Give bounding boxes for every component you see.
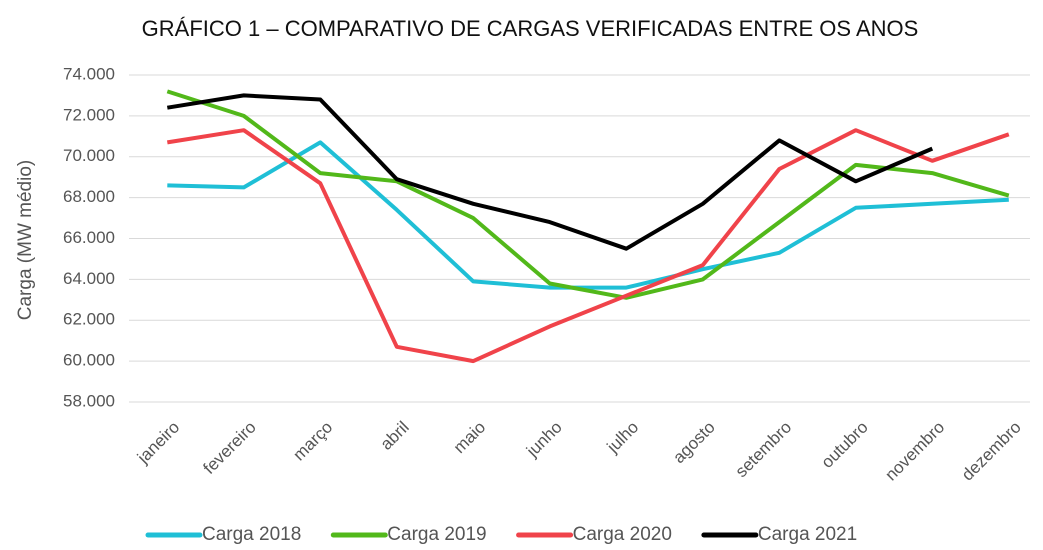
y-tick-label: 62.000 (63, 310, 115, 329)
x-tick-label: março (289, 418, 336, 465)
x-tick-label: novembro (881, 418, 948, 485)
y-tick-label: 74.000 (63, 64, 115, 83)
x-tick-label: maio (450, 418, 489, 457)
legend-label: Carga 2018 (202, 524, 301, 545)
x-tick-label: abril (377, 418, 413, 454)
x-tick-label: outubro (818, 418, 872, 472)
x-tick-label: setembro (732, 418, 796, 482)
legend-label: Carga 2021 (758, 524, 857, 545)
series-line (166, 128, 1010, 364)
x-tick-label: julho (603, 418, 643, 458)
y-tick-label: 64.000 (63, 269, 115, 288)
chart-title: GRÁFICO 1 – COMPARATIVO DE CARGAS VERIFI… (142, 16, 919, 41)
x-tick-label: janeiro (133, 418, 183, 468)
series-line (167, 140, 1009, 290)
y-tick-label: 58.000 (63, 391, 115, 410)
y-axis-label: Carga (MW médio) (15, 160, 36, 320)
y-tick-label: 60.000 (63, 351, 115, 370)
legend-label: Carga 2020 (573, 524, 672, 545)
y-tick-label: 72.000 (63, 105, 115, 124)
series-line (166, 89, 1010, 300)
x-tick-label: agosto (669, 418, 719, 468)
x-tick-label: fevereiro (200, 418, 260, 478)
x-tick-label: junho (522, 418, 566, 462)
y-tick-label: 66.000 (63, 228, 115, 247)
legend-label: Carga 2019 (387, 524, 486, 545)
series-line (166, 93, 934, 251)
y-tick-label: 70.000 (63, 146, 115, 165)
x-tick-label: dezembro (958, 418, 1025, 485)
y-tick-label: 68.000 (63, 187, 115, 206)
